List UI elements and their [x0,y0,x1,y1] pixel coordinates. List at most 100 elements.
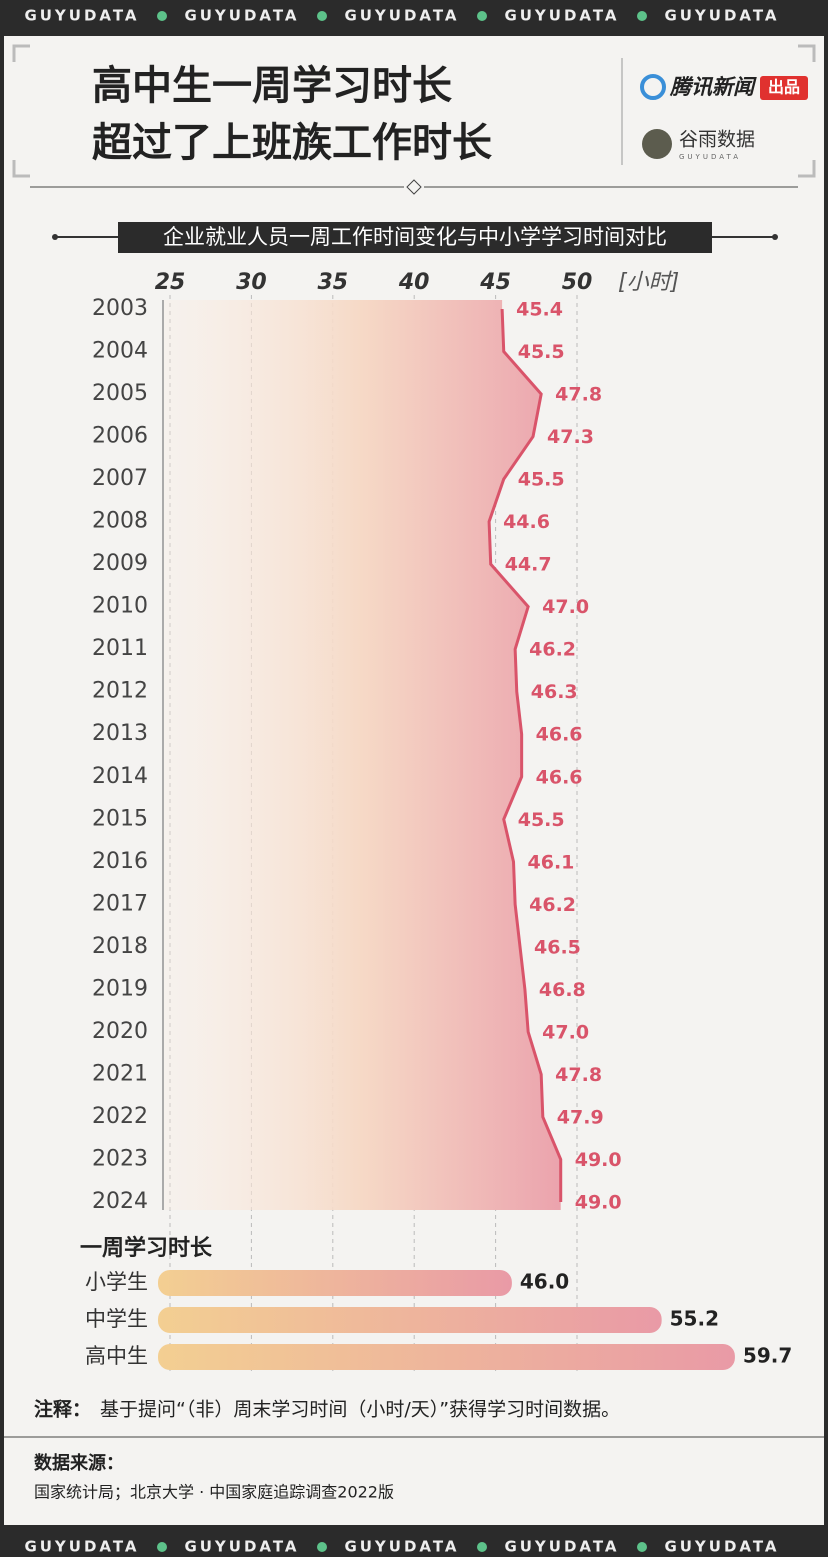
data-label: 55.2 [670,1307,719,1331]
x-tick-label: 40 [398,270,430,295]
data-label: 47.0 [542,1021,589,1043]
y-tick-label: 2012 [92,679,148,704]
y-tick-label: 2004 [92,339,148,364]
x-tick-label: 35 [317,270,348,295]
data-label: 49.0 [575,1192,622,1214]
x-tick-label: 30 [236,270,267,295]
data-label: 47.8 [555,384,602,406]
banner-dot [637,1542,647,1552]
x-tick-label: 50 [562,270,593,295]
bar [158,1270,512,1296]
data-label: 46.2 [529,639,576,661]
y-tick-label: 2010 [92,594,148,619]
y-tick-label: 2024 [92,1189,148,1214]
y-tick-label: 2018 [92,934,148,959]
bar [158,1307,662,1333]
banner-dot [477,1542,487,1552]
line [487,308,563,1202]
subtitle: 企业就业人员一周工作时间变化与中小学学习时间对比 [163,225,667,249]
x-axis-unit: [小时] [618,270,679,295]
tag-box [760,76,808,100]
banner: GUYUDATA [24,1538,139,1556]
y-tick-label: 2020 [92,1019,148,1044]
data-label: 47.0 [542,596,589,618]
y-tick-label: 2006 [92,424,148,449]
data-label: 47.9 [557,1106,604,1128]
chart-title: 一周学习时长 [80,1235,213,1261]
category-label: 小学生 [85,1270,148,1294]
data-label: 46.8 [539,979,586,1001]
data-label: 46.2 [529,894,576,916]
x-tick-label: 45 [479,270,511,295]
y-tick-label: 2014 [92,764,148,789]
data-label: 46.1 [528,851,575,873]
corner-marks [12,44,816,178]
data-label: 46.0 [520,1270,569,1294]
source: 国家统计局；北京大学 · 中国家庭追踪调查2022版 [34,1483,394,1502]
banner: GUYUDATA [504,7,619,25]
y-tick-label: 2017 [92,891,148,916]
banner-dot [317,1542,327,1552]
banner-dot [637,11,647,21]
dot [772,234,778,240]
y-tick-label: 2022 [92,1104,148,1129]
title: 高中生一周学习时长 [92,63,452,109]
data-label: 49.0 [575,1149,622,1171]
data-label: 46.6 [536,724,583,746]
source-label: 数据来源： [34,1452,124,1474]
data-label: 47.3 [547,426,594,448]
y-tick-label: 2021 [92,1061,148,1086]
y-tick-label: 2008 [92,509,148,534]
y-tick-label: 2023 [92,1146,148,1171]
banner-dot [157,11,167,21]
title: 超过了上班族工作时长 [92,120,492,166]
data-label: 45.5 [518,469,565,491]
banner: GUYUDATA [504,1538,619,1556]
partner: 谷雨数据 [679,129,755,151]
banner: GUYUDATA [184,7,299,25]
banner: GUYUDATA [664,7,779,25]
category-label: 中学生 [85,1307,148,1331]
diamond [406,179,422,195]
note-label: 注释： [34,1398,91,1421]
publisher-tag: 出品 [768,78,800,97]
subtitle-box [118,222,712,253]
data-label: 46.3 [531,681,578,703]
y-tick-label: 2019 [92,976,148,1001]
x-tick-label: 25 [155,270,186,295]
data-label: 45.4 [516,299,563,321]
banner: GUYUDATA [664,1538,779,1556]
data-label: 44.7 [505,554,552,576]
banner: GUYUDATA [184,1538,299,1556]
y-tick-label: 2009 [92,551,148,576]
note: 基于提问“（非）周末学习时间（小时/天）”获得学习时间数据。 [100,1399,620,1421]
banner: GUYUDATA [24,7,139,25]
data-label: 46.6 [536,766,583,788]
banner-dot [477,11,487,21]
banner: GUYUDATA [344,7,459,25]
data-label: 46.5 [534,936,581,958]
y-tick-label: 2016 [92,849,148,874]
banner-dot [157,1542,167,1552]
data-label: 45.5 [518,341,565,363]
data-label: 44.6 [503,511,550,533]
y-tick-label: 2005 [92,381,148,406]
partner-sub: GUYUDATA [679,153,741,161]
dot [52,234,58,240]
bar [158,1344,735,1370]
y-tick-label: 2015 [92,806,148,831]
data-label: 59.7 [743,1344,792,1368]
banner-dot [317,11,327,21]
logo-icon [642,129,672,159]
publisher: 腾讯新闻 [669,75,757,99]
logo-icon [640,74,666,100]
y-tick-label: 2013 [92,721,148,746]
area [163,300,561,1210]
y-tick-label: 2003 [92,296,148,321]
y-tick-label: 2007 [92,466,148,491]
data-label: 45.5 [518,809,565,831]
category-label: 高中生 [85,1344,148,1368]
y-tick-label: 2011 [92,636,148,661]
